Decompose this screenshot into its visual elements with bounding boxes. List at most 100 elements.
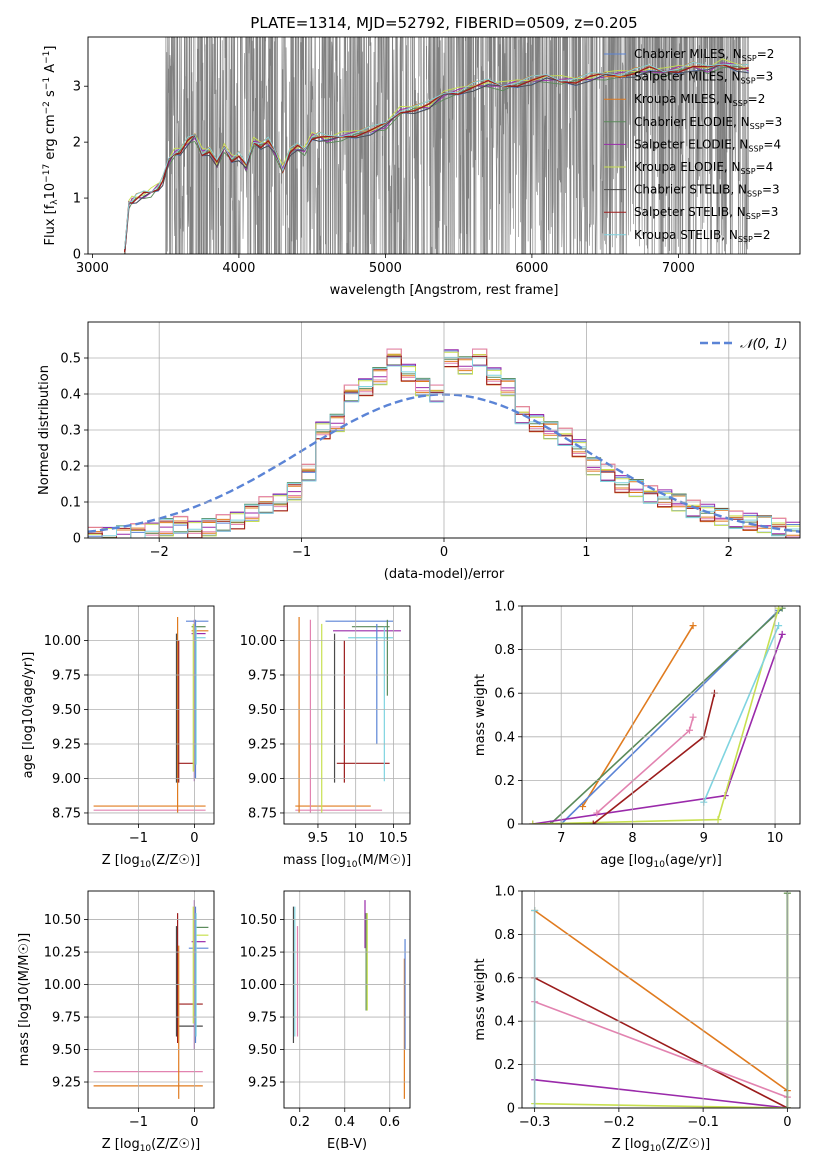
mass-weight-line bbox=[549, 607, 783, 824]
mass-weight-line bbox=[596, 716, 694, 814]
x-tick-label: 10.5 bbox=[379, 831, 408, 846]
mass-weight-vs-Z-panel: −0.3 −0.2 −0.1 0 0 0.2 0.4 0.6 0.8 1.0 mass weight… bbox=[473, 885, 801, 1154]
x-tick-label: 7000 bbox=[662, 261, 695, 276]
x-tick-label: 0 bbox=[783, 1115, 791, 1130]
age-vs-Z-panel: −1 0 8.75 9.00 9.25 9.50 9.75 10.00 Z [log10(Z/Z… bbox=[21, 605, 215, 870]
y-tick-label: 8.75 bbox=[248, 806, 277, 821]
axes-frame bbox=[283, 605, 411, 825]
y-tick-label: 9.50 bbox=[52, 1043, 81, 1058]
mass-weight-vs-age-panel: 7 8 9 10 0 0.2 0.4 0.6 0.8 1.0 mass weight age [log… bbox=[473, 600, 801, 870]
x-tick-label: 10 bbox=[767, 831, 784, 846]
y-tick-label: 0.5 bbox=[60, 352, 81, 367]
y-axis-label: mass [log10(M/M☉)] bbox=[17, 933, 32, 1066]
data-point-marker bbox=[529, 820, 537, 824]
mass-weight-vs-Z-plot-area bbox=[531, 891, 791, 1108]
x-axis-label: age [log10(age/yr)] bbox=[600, 853, 722, 870]
y-tick-label: 9.50 bbox=[248, 1043, 277, 1058]
y-tick-label: 0 bbox=[73, 248, 81, 263]
y-axis-label: mass weight bbox=[473, 958, 488, 1040]
y-tick-label: 1.0 bbox=[494, 600, 515, 615]
y-tick-label: 9.50 bbox=[52, 703, 81, 718]
legend-label: Chabrier STELIB, NSSP=3 bbox=[634, 183, 780, 199]
y-axis-label: mass weight bbox=[473, 674, 488, 756]
axes-frame bbox=[87, 36, 801, 255]
data-point-marker bbox=[589, 820, 597, 824]
legend-label: Salpeter MILES, NSSP=3 bbox=[634, 70, 773, 86]
y-tick-label: 0.6 bbox=[494, 971, 515, 986]
data-point-marker bbox=[778, 630, 786, 638]
age-vs-mass-panel: 9.5 10 10.5 8.75 9.00 9.25 9.50 9.75 10.00 mass [… bbox=[240, 605, 411, 870]
x-tick-label: −0.2 bbox=[603, 1115, 635, 1130]
data-point-marker bbox=[689, 622, 697, 630]
x-axis-label: mass [log10(M/M☉)] bbox=[283, 853, 411, 870]
data-point-marker bbox=[686, 726, 694, 734]
x-axis-label: wavelength [Angstrom, rest frame] bbox=[330, 283, 559, 298]
axes-frame bbox=[87, 890, 215, 1109]
y-tick-label: 0 bbox=[73, 532, 81, 547]
y-tick-label: 10.00 bbox=[44, 634, 81, 649]
x-tick-label: 0 bbox=[190, 1115, 198, 1130]
x-tick-label: 0 bbox=[440, 545, 448, 560]
x-tick-label: 1 bbox=[582, 545, 590, 560]
x-tick-label: −2 bbox=[150, 545, 169, 560]
legend-label: Kroupa ELODIE, NSSP=4 bbox=[634, 160, 773, 176]
x-tick-label: −1 bbox=[129, 831, 148, 846]
x-tick-label: 0.6 bbox=[379, 1115, 400, 1130]
y-tick-label: 0.6 bbox=[494, 687, 515, 702]
y-tick-label: 9.75 bbox=[248, 1011, 277, 1026]
y-tick-label: 0.8 bbox=[494, 928, 515, 943]
legend-label: Kroupa STELIB, NSSP=2 bbox=[634, 228, 771, 244]
y-tick-label: 10.00 bbox=[240, 978, 277, 993]
data-point-marker bbox=[714, 816, 722, 824]
y-tick-label: 0.4 bbox=[494, 1015, 515, 1030]
y-tick-label: 1.0 bbox=[494, 885, 515, 900]
y-tick-label: 9.00 bbox=[248, 772, 277, 787]
x-tick-label: 4000 bbox=[222, 261, 255, 276]
y-tick-label: 0.8 bbox=[494, 643, 515, 658]
y-axis-label: Normed distribution bbox=[37, 365, 52, 495]
y-tick-label: 9.25 bbox=[52, 737, 81, 752]
mass-weight-line bbox=[534, 909, 788, 1092]
x-axis-label: E(B-V) bbox=[327, 1137, 367, 1152]
y-tick-label: 0.3 bbox=[60, 424, 81, 439]
y-tick-label: 9.25 bbox=[52, 1076, 81, 1091]
x-axis-label: Z [log10(Z/Z☉)] bbox=[612, 1137, 710, 1154]
legend-label: Salpeter STELIB, NSSP=3 bbox=[634, 205, 778, 221]
model-spectrum bbox=[124, 61, 749, 250]
y-tick-label: 10.00 bbox=[240, 634, 277, 649]
age-vs-Z-plot-area bbox=[93, 617, 209, 813]
y-tick-label: 9.25 bbox=[248, 1076, 277, 1091]
x-tick-label: 0.2 bbox=[289, 1115, 310, 1130]
age-vs-mass-plot-area bbox=[295, 617, 401, 813]
y-tick-label: 0.4 bbox=[60, 388, 81, 403]
mass-weight-line bbox=[534, 1000, 788, 1098]
mass-weight-vs-age-plot-area bbox=[529, 606, 786, 824]
axes-frame bbox=[87, 321, 801, 539]
y-tick-label: 9.50 bbox=[248, 703, 277, 718]
x-tick-label: 7 bbox=[557, 831, 565, 846]
x-tick-label: 9.5 bbox=[308, 831, 329, 846]
mass-vs-Z-panel: −1 0 9.25 9.50 9.75 10.00 10.25 10.50 Z [log10(Z… bbox=[17, 890, 215, 1154]
legend-label: Chabrier ELODIE, NSSP=3 bbox=[634, 115, 782, 131]
x-axis-label: Z [log10(Z/Z☉)] bbox=[102, 853, 200, 870]
x-axis-label: Z [log10(Z/Z☉)] bbox=[102, 1137, 200, 1154]
legend-label: Chabrier MILES, NSSP=2 bbox=[634, 47, 774, 63]
y-axis-label: age [log10(age/yr)] bbox=[21, 652, 36, 779]
axes-frame bbox=[521, 890, 801, 1109]
mass-weight-line bbox=[532, 607, 780, 824]
x-tick-label: 6000 bbox=[515, 261, 548, 276]
x-tick-label: −0.1 bbox=[687, 1115, 719, 1130]
mass-weight-line bbox=[534, 1079, 788, 1108]
y-tick-label: 9.00 bbox=[52, 772, 81, 787]
y-tick-label: 0.2 bbox=[60, 460, 81, 475]
y-tick-label: 10.50 bbox=[44, 913, 81, 928]
x-tick-label: −1 bbox=[292, 545, 311, 560]
data-point-marker bbox=[593, 809, 601, 817]
mass-weight-line bbox=[703, 625, 780, 803]
axes-frame bbox=[87, 605, 215, 825]
mass-weight-line bbox=[534, 977, 788, 1108]
x-tick-label: 0.4 bbox=[334, 1115, 355, 1130]
y-tick-label: 0.1 bbox=[60, 496, 81, 511]
x-tick-label: 9 bbox=[700, 831, 708, 846]
y-tick-label: 9.75 bbox=[52, 668, 81, 683]
